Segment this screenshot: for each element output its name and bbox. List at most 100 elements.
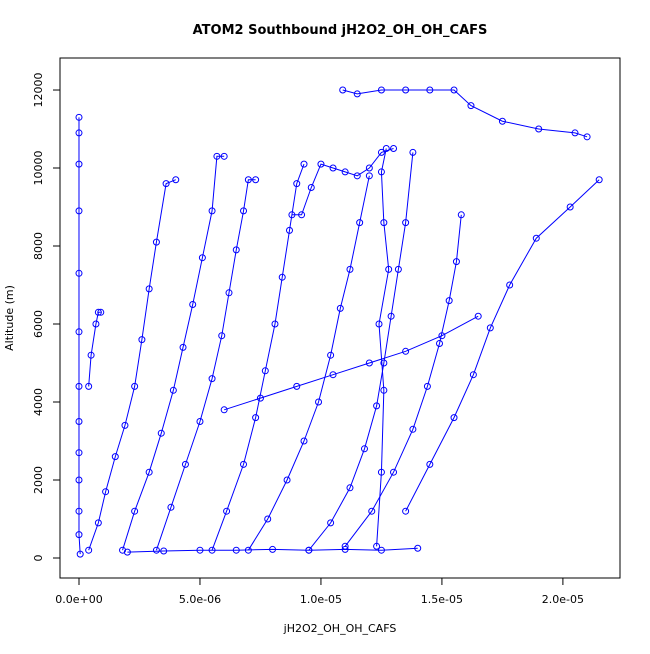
point (377, 86, 385, 94)
point (75, 531, 83, 539)
point (315, 398, 323, 406)
point (356, 219, 364, 227)
series-line (122, 155, 225, 551)
x-tick-label: 1.0e-05 (300, 593, 342, 606)
point (189, 301, 197, 309)
point (402, 507, 410, 515)
point (288, 211, 296, 219)
point (300, 160, 308, 168)
point (269, 545, 277, 553)
series-line (308, 152, 414, 551)
point (213, 152, 221, 160)
series-line (211, 163, 305, 551)
point (225, 289, 233, 297)
point (179, 343, 187, 351)
point (469, 371, 477, 379)
point (285, 226, 293, 234)
point (85, 382, 93, 390)
point (380, 386, 388, 394)
plot-frame (59, 57, 621, 579)
point (152, 546, 160, 554)
point (252, 176, 260, 184)
point (402, 86, 410, 94)
point (327, 519, 335, 527)
point (353, 90, 361, 98)
point (208, 207, 216, 215)
point (97, 308, 105, 316)
point (409, 148, 417, 156)
point (385, 265, 393, 273)
series-line (376, 148, 390, 547)
point (346, 484, 354, 492)
point (169, 386, 177, 394)
point (426, 86, 434, 94)
point (208, 375, 216, 383)
series-line (127, 547, 418, 553)
point (102, 488, 110, 496)
point (373, 542, 381, 550)
point (414, 544, 422, 552)
point (240, 207, 248, 215)
point (240, 460, 248, 468)
point (390, 145, 398, 153)
x-tick-label: 5.0e-06 (179, 593, 221, 606)
point (426, 460, 434, 468)
point (131, 507, 139, 515)
y-tick-label: 10000 (32, 151, 45, 186)
point (305, 546, 313, 554)
point (535, 125, 543, 133)
point (307, 184, 315, 192)
series-line (247, 175, 370, 551)
point (402, 219, 410, 227)
point (377, 148, 385, 156)
series-line (344, 214, 462, 547)
point (467, 102, 475, 110)
point (75, 207, 83, 215)
point (293, 382, 301, 390)
point (252, 414, 260, 422)
point (377, 546, 385, 554)
point (327, 351, 335, 359)
point (244, 176, 252, 184)
point (94, 519, 102, 527)
point (223, 507, 231, 515)
x-tick-label: 0.0e+00 (55, 593, 102, 606)
point (145, 468, 153, 476)
point (380, 359, 388, 367)
point (360, 445, 368, 453)
point (196, 418, 204, 426)
point (160, 547, 168, 555)
point (365, 164, 373, 172)
point (232, 246, 240, 254)
point (595, 176, 603, 184)
point (329, 164, 337, 172)
point (346, 265, 354, 273)
point (394, 265, 402, 273)
point (75, 382, 83, 390)
point (341, 545, 349, 553)
point (329, 371, 337, 379)
point (220, 152, 228, 160)
point (390, 468, 398, 476)
point (76, 550, 84, 558)
point (377, 168, 385, 176)
point (152, 238, 160, 246)
point (75, 418, 83, 426)
point (436, 340, 444, 348)
point (167, 503, 175, 511)
y-tick-label: 8000 (32, 232, 45, 260)
x-axis-label: jH2O2_OH_OH_CAFS (283, 622, 397, 635)
point (271, 320, 279, 328)
point (445, 297, 453, 305)
point (264, 515, 272, 523)
point (145, 285, 153, 293)
point (87, 351, 95, 359)
point (232, 546, 240, 554)
point (94, 308, 102, 316)
point (474, 312, 482, 320)
point (293, 180, 301, 188)
point (387, 312, 395, 320)
point (339, 86, 347, 94)
point (75, 449, 83, 457)
